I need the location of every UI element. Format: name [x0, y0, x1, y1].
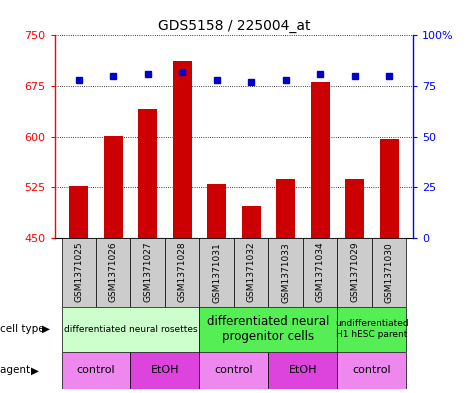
Text: agent: agent — [0, 365, 34, 375]
Bar — [207, 184, 226, 238]
Bar — [200, 352, 268, 389]
Text: ▶: ▶ — [31, 365, 39, 375]
Bar — [62, 238, 96, 307]
Bar — [268, 238, 303, 307]
Bar — [311, 82, 330, 238]
Bar — [62, 307, 200, 352]
Bar — [200, 238, 234, 307]
Text: EtOH: EtOH — [289, 365, 317, 375]
Text: GSM1371032: GSM1371032 — [247, 242, 256, 303]
Bar — [131, 352, 200, 389]
Text: GSM1371026: GSM1371026 — [109, 242, 118, 303]
Bar — [96, 238, 131, 307]
Text: GSM1371029: GSM1371029 — [350, 242, 359, 303]
Bar — [268, 352, 337, 389]
Bar — [62, 352, 131, 389]
Text: GSM1371030: GSM1371030 — [385, 242, 394, 303]
Bar — [276, 179, 295, 238]
Bar — [337, 307, 406, 352]
Bar — [200, 307, 337, 352]
Text: control: control — [76, 365, 115, 375]
Bar — [69, 186, 88, 238]
Text: differentiated neural
progenitor cells: differentiated neural progenitor cells — [207, 315, 330, 343]
Text: control: control — [215, 365, 253, 375]
Text: GSM1371027: GSM1371027 — [143, 242, 152, 303]
Bar — [242, 206, 261, 238]
Bar — [104, 136, 123, 238]
Bar — [380, 139, 399, 238]
Text: cell type: cell type — [0, 324, 48, 334]
Bar — [345, 179, 364, 238]
Bar — [337, 238, 372, 307]
Bar — [337, 352, 406, 389]
Bar — [173, 61, 192, 238]
Text: control: control — [352, 365, 391, 375]
Text: EtOH: EtOH — [151, 365, 179, 375]
Text: GSM1371034: GSM1371034 — [316, 242, 324, 303]
Bar — [165, 238, 200, 307]
Text: GSM1371033: GSM1371033 — [281, 242, 290, 303]
Bar — [372, 238, 406, 307]
Text: GSM1371025: GSM1371025 — [74, 242, 83, 303]
Text: GSM1371028: GSM1371028 — [178, 242, 187, 303]
Bar — [131, 238, 165, 307]
Bar — [303, 238, 337, 307]
Title: GDS5158 / 225004_at: GDS5158 / 225004_at — [158, 19, 310, 33]
Text: undifferentiated
H1 hESC parent: undifferentiated H1 hESC parent — [335, 320, 408, 339]
Text: GSM1371031: GSM1371031 — [212, 242, 221, 303]
Bar — [138, 109, 157, 238]
Text: differentiated neural rosettes: differentiated neural rosettes — [64, 325, 197, 334]
Bar — [234, 238, 268, 307]
Text: ▶: ▶ — [42, 324, 50, 334]
